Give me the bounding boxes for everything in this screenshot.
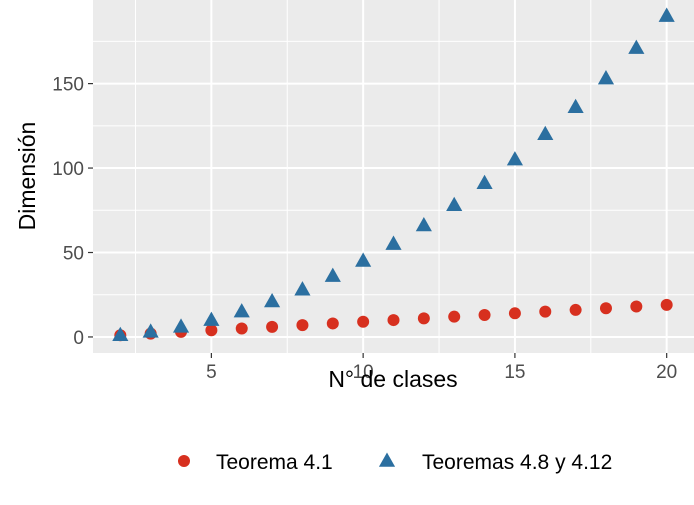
y-tick-label: 0 <box>73 328 84 349</box>
legend-key-triangle <box>378 452 396 467</box>
data-point-series-1 <box>357 315 370 328</box>
data-point-series-2 <box>172 318 190 333</box>
data-point-series-1 <box>599 302 612 315</box>
data-point-series-1 <box>448 310 461 323</box>
data-point-series-1 <box>478 308 491 321</box>
data-point-series-1 <box>508 307 521 320</box>
data-point-series-1 <box>326 317 339 330</box>
data-point-series-2 <box>294 281 311 296</box>
data-point-series-1 <box>630 300 643 313</box>
data-point-series-1 <box>296 319 309 332</box>
data-point-series-2 <box>112 326 129 342</box>
data-point-series-2 <box>385 235 402 250</box>
x-tick-label: 15 <box>504 362 525 383</box>
data-point-series-2 <box>597 70 615 85</box>
data-point-series-1 <box>205 324 218 337</box>
data-point-series-1 <box>235 322 248 335</box>
data-point-series-1 <box>387 314 400 327</box>
data-point-series-2 <box>446 196 463 211</box>
data-point-series-1 <box>417 312 430 325</box>
legend-label: Teoremas 4.8 y 4.12 <box>422 451 612 474</box>
data-point-series-1 <box>266 320 279 333</box>
x-tick-label: 10 <box>353 362 374 383</box>
data-point-series-2 <box>203 311 220 326</box>
data-point-series-2 <box>142 323 159 338</box>
data-point-series-1 <box>539 305 552 318</box>
legend: Teorema 4.1 Teoremas 4.8 y 4.12 <box>178 451 612 474</box>
data-point-series-2 <box>658 7 675 22</box>
data-point-series-2 <box>567 98 584 114</box>
x-tick-label: 5 <box>206 362 217 383</box>
tick-labels: 5 10 15 20 0 50 100 150 <box>52 75 677 383</box>
data-point-series-2 <box>264 292 281 308</box>
legend-label: Teorema 4.1 <box>216 451 333 474</box>
axis-ticks <box>88 83 668 358</box>
data-point-series-1 <box>569 303 582 316</box>
panel-background <box>93 0 694 353</box>
data-point-series-1 <box>660 298 673 311</box>
data-point-series-2 <box>324 267 341 282</box>
data-point-series-2 <box>355 252 372 267</box>
y-tick-label: 150 <box>52 75 84 96</box>
data-points <box>112 7 675 342</box>
data-point-series-2 <box>415 216 432 232</box>
x-axis-title: N° de clases <box>328 366 457 392</box>
data-point-series-2 <box>233 303 250 318</box>
data-point-series-2 <box>506 151 523 166</box>
y-axis-title: Dimensión <box>14 122 40 231</box>
legend-key-circle <box>178 455 190 467</box>
minor-gridlines <box>93 0 694 353</box>
x-tick-label: 20 <box>656 362 677 383</box>
data-point-series-2 <box>476 174 493 190</box>
major-gridlines <box>93 0 694 353</box>
data-point-series-2 <box>537 125 554 141</box>
y-tick-label: 50 <box>63 244 84 265</box>
y-tick-label: 100 <box>52 159 84 180</box>
data-point-series-2 <box>628 39 645 54</box>
